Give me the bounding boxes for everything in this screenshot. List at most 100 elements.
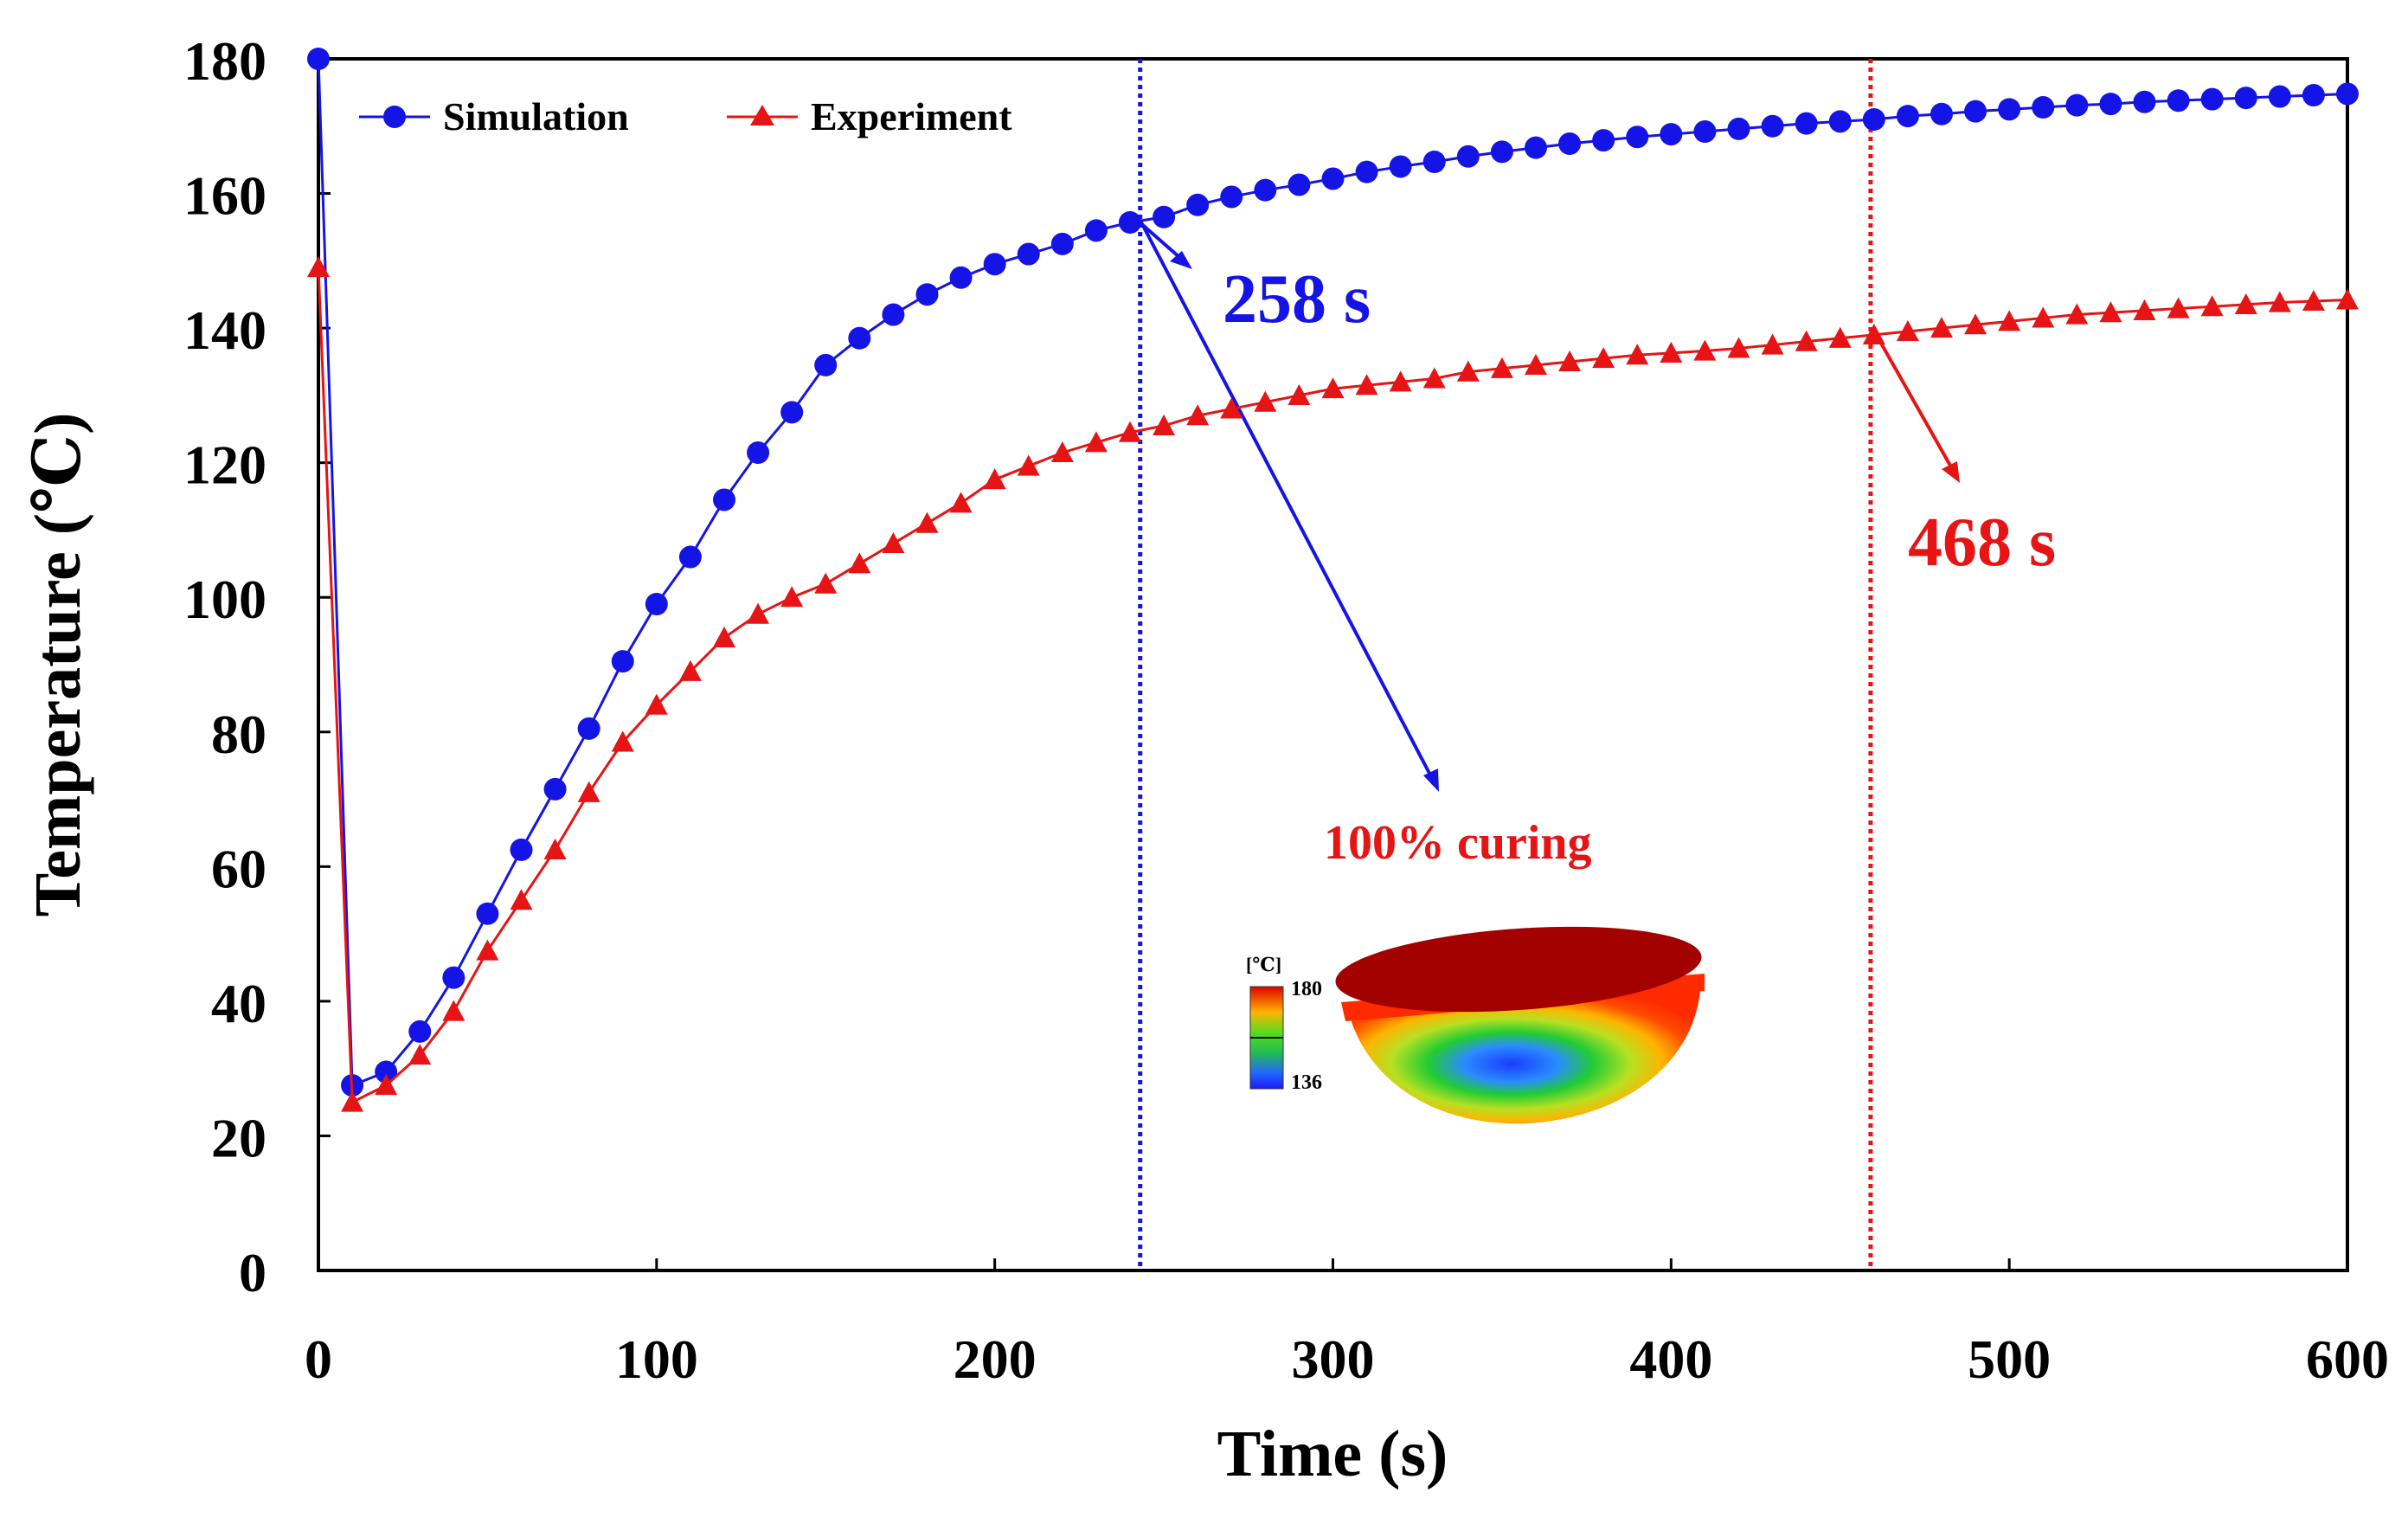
x-tick-label: 200	[954, 1328, 1037, 1390]
point-simulation	[543, 777, 567, 801]
point-experiment	[1727, 337, 1750, 358]
annotation-curing: 100% curing	[1324, 816, 1592, 870]
point-simulation	[1626, 125, 1649, 149]
point-experiment	[882, 532, 905, 554]
x-axis-title: Time (s)	[1217, 1418, 1448, 1490]
reference-lines	[1138, 59, 1873, 1270]
point-simulation	[678, 545, 702, 569]
point-simulation	[983, 253, 1006, 276]
point-simulation	[375, 1060, 398, 1084]
point-experiment	[408, 1044, 432, 1065]
point-simulation	[2234, 87, 2257, 110]
point-experiment	[2099, 301, 2122, 323]
point-simulation	[307, 48, 330, 70]
point-simulation	[2336, 82, 2359, 106]
point-experiment	[2032, 306, 2055, 328]
point-experiment	[577, 781, 600, 802]
point-simulation	[2302, 84, 2325, 106]
annotation-arrows	[1136, 219, 1960, 792]
point-simulation	[1660, 123, 1683, 146]
point-experiment	[1626, 344, 1649, 365]
point-experiment	[1119, 421, 1141, 442]
point-simulation	[2200, 87, 2224, 111]
point-simulation	[1017, 242, 1040, 266]
y-tick-label: 120	[183, 434, 266, 496]
y-tick-labels: 0 20 40 60 80 100 120 140 160 180	[183, 30, 266, 1303]
point-simulation	[882, 303, 905, 326]
legend: Simulation Experiment	[359, 94, 1012, 138]
point-experiment	[1998, 310, 2021, 331]
point-experiment	[1186, 404, 1210, 426]
point-experiment	[1050, 441, 1074, 463]
point-experiment	[1084, 431, 1108, 453]
point-experiment	[1287, 383, 1311, 405]
point-experiment	[611, 730, 634, 752]
x-tick-label: 300	[1292, 1328, 1375, 1390]
point-simulation	[1456, 145, 1480, 168]
point-simulation	[780, 401, 804, 424]
point-simulation	[1930, 102, 1953, 125]
point-experiment	[2268, 291, 2291, 312]
point-simulation	[1220, 185, 1243, 209]
legend-simulation-label: Simulation	[443, 94, 629, 138]
point-simulation	[1254, 178, 1277, 202]
arrow-258-short-head	[1170, 251, 1192, 269]
point-experiment	[510, 889, 533, 910]
legend-item-experiment: Experiment	[727, 94, 1012, 138]
point-experiment	[476, 939, 499, 961]
y-axis-title: Temperature (℃)	[22, 413, 94, 917]
point-simulation	[1998, 98, 2021, 121]
point-experiment	[1862, 323, 1885, 344]
arrow-468	[1874, 333, 1955, 473]
point-experiment	[983, 468, 1006, 490]
point-simulation	[1084, 219, 1108, 242]
point-simulation	[1287, 173, 1311, 196]
legend-experiment-label: Experiment	[811, 94, 1012, 138]
point-experiment	[543, 838, 567, 859]
point-simulation	[1389, 155, 1412, 178]
point-simulation	[1355, 160, 1378, 183]
x-tick-label: 100	[615, 1328, 698, 1390]
point-simulation	[1828, 110, 1852, 133]
point-simulation	[2268, 85, 2291, 108]
point-experiment	[1490, 357, 1513, 378]
point-experiment	[1525, 353, 1547, 375]
legend-experiment-marker	[750, 105, 774, 125]
point-experiment	[1153, 414, 1176, 435]
point-experiment	[2065, 303, 2089, 325]
point-simulation	[1186, 193, 1210, 216]
y-tick-label: 140	[183, 299, 266, 361]
y-tick-label: 180	[183, 30, 266, 92]
point-simulation	[1761, 114, 1784, 138]
point-simulation	[1693, 120, 1717, 143]
point-experiment	[645, 693, 668, 715]
point-experiment	[1795, 330, 1818, 351]
point-experiment	[949, 492, 973, 513]
series-simulation	[307, 48, 2359, 1097]
point-experiment	[2167, 297, 2190, 318]
point-experiment	[1896, 320, 1919, 342]
point-simulation	[408, 1020, 432, 1043]
colorbar-unit: [℃]	[1246, 954, 1281, 975]
point-experiment	[1964, 313, 1987, 335]
point-experiment	[1254, 390, 1277, 412]
point-simulation	[1119, 211, 1141, 234]
inset-temperature-field: [℃] 180 136	[1246, 926, 1705, 1124]
point-experiment	[780, 586, 804, 608]
annotation-468s: 468 s	[1908, 505, 2056, 581]
point-simulation	[2032, 96, 2055, 119]
point-experiment	[2336, 288, 2359, 310]
point-simulation	[814, 353, 838, 376]
point-simulation	[1896, 105, 1919, 128]
arrow-258-long	[1139, 220, 1436, 784]
point-simulation	[611, 650, 634, 673]
point-experiment	[915, 511, 939, 533]
x-tick-label: 500	[1968, 1328, 2051, 1390]
x-tick-label: 600	[2306, 1328, 2389, 1390]
point-simulation	[1558, 132, 1582, 155]
point-experiment	[1389, 370, 1412, 392]
point-simulation	[476, 902, 499, 925]
point-experiment	[1220, 397, 1243, 419]
y-tick-label: 0	[239, 1242, 266, 1303]
